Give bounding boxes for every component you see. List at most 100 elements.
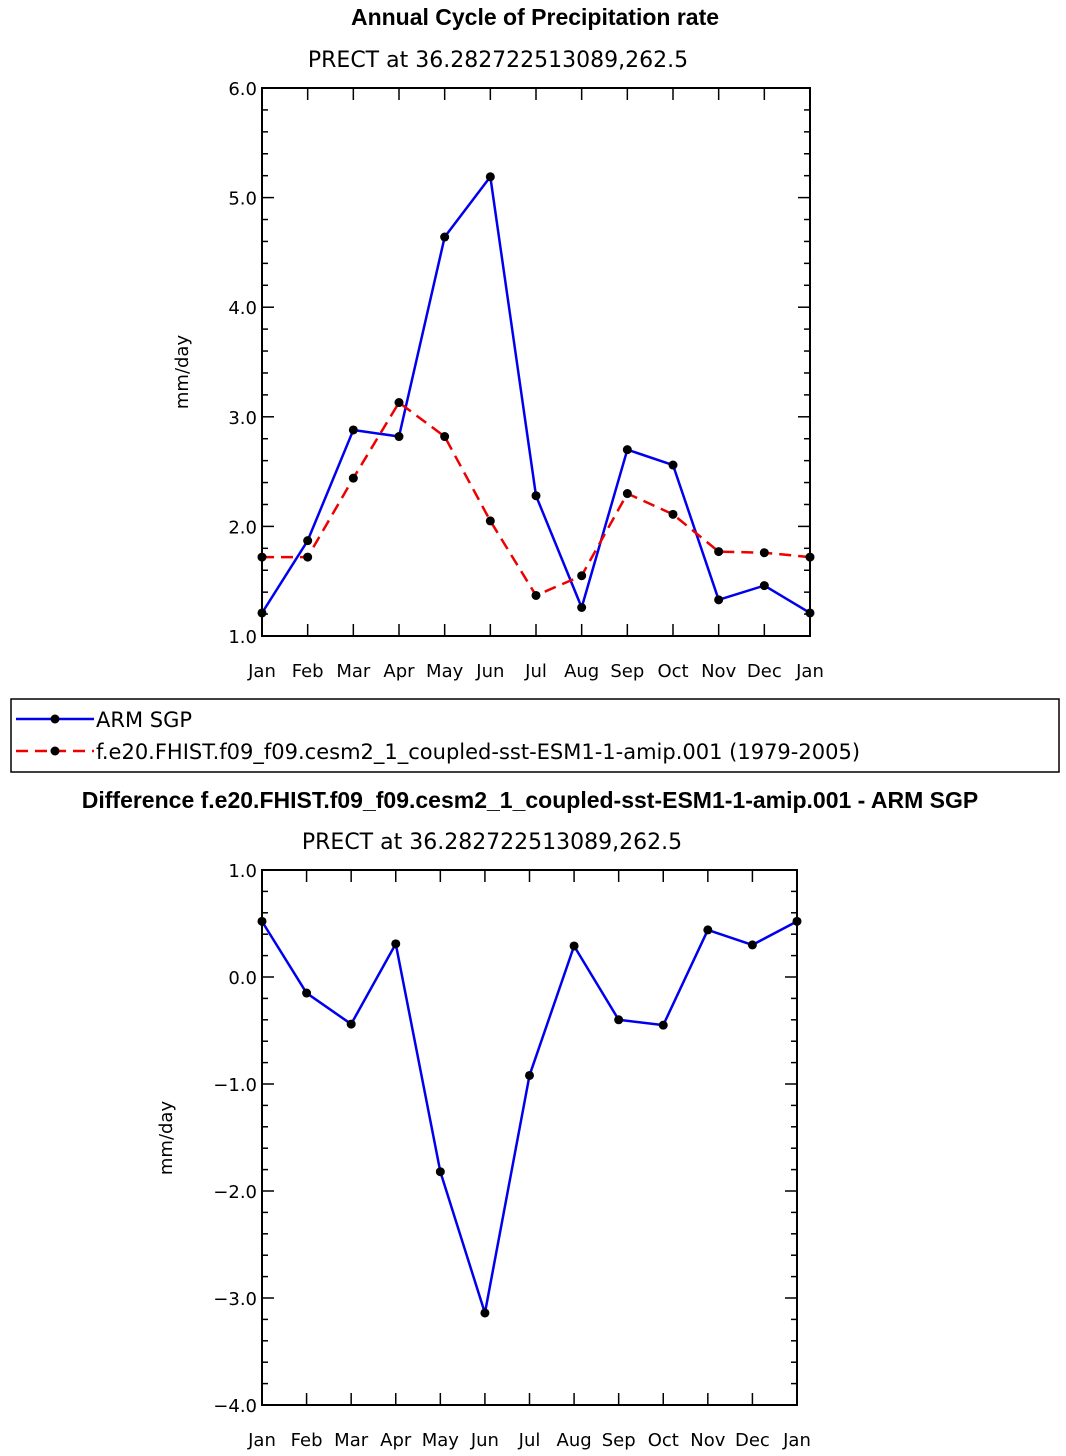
data-point (805, 608, 815, 618)
data-point (485, 172, 495, 182)
x-tick-label: May (426, 661, 464, 682)
x-tick-label: Jun (475, 661, 504, 682)
x-tick-label: Jan (247, 1430, 276, 1451)
data-point (622, 489, 632, 499)
x-tick-label: Feb (291, 1430, 323, 1451)
data-point (257, 552, 267, 562)
data-point (703, 925, 713, 935)
chart1-axes: 1.0 2.0 3.0 4.0 5.0 6.0 Jan Feb Mar Apr May Jun Jul A… (228, 79, 824, 682)
y-tick-label: 1.0 (228, 861, 257, 882)
data-point (394, 432, 404, 442)
plot-frame (261, 87, 811, 637)
data-point (391, 939, 401, 949)
x-tick-label: Apr (383, 661, 415, 682)
data-point (658, 1020, 668, 1030)
legend-marker-model (50, 746, 60, 756)
chart1-series-layer (257, 172, 815, 618)
data-point (759, 548, 769, 558)
data-point (577, 571, 587, 581)
x-tick-label: Dec (747, 661, 782, 682)
x-tick-label: Nov (690, 1430, 725, 1451)
data-point (614, 1015, 624, 1025)
data-point (668, 509, 678, 519)
chart1-title: Annual Cycle of Precipitation rate (351, 4, 719, 30)
x-tick-label: Jan (247, 661, 276, 682)
data-point (569, 941, 579, 951)
x-tick-label: Jan (795, 661, 824, 682)
y-tick-label: 4.0 (228, 298, 257, 319)
x-tick-label: Dec (735, 1430, 770, 1451)
y-tick-label: 1.0 (228, 627, 257, 648)
x-tick-label: Aug (564, 661, 599, 682)
data-point (805, 552, 815, 562)
data-point (435, 1167, 445, 1177)
difference-chart: Difference f.e20.FHIST.f09_f09.cesm2_1_c… (82, 787, 978, 1451)
chart2-axes: −4.0 −3.0 −2.0 −1.0 0.0 1.0 Jan Feb Mar Apr May Jun… (213, 861, 811, 1451)
data-point (303, 536, 313, 546)
data-point (747, 940, 757, 950)
data-point (303, 552, 313, 562)
y-tick-label: 3.0 (228, 408, 257, 429)
data-point (346, 1019, 356, 1029)
x-tick-label: Apr (380, 1430, 412, 1451)
data-point (257, 608, 267, 618)
data-point (792, 916, 802, 926)
data-point (668, 460, 678, 470)
y-tick-label: −3.0 (213, 1289, 257, 1310)
legend-label-arm-sgp: ARM SGP (96, 708, 192, 732)
data-point (714, 547, 724, 557)
legend-marker-arm-sgp (50, 714, 60, 724)
series-line-0 (260, 175, 811, 615)
y-tick-label: 5.0 (228, 189, 257, 210)
data-point (480, 1308, 490, 1318)
data-point (577, 603, 587, 613)
x-tick-label: May (422, 1430, 460, 1451)
annual-cycle-chart: Annual Cycle of Precipitation rate PRECT… (172, 4, 824, 682)
chart1-ylabel: mm/day (172, 335, 193, 410)
x-tick-label: Mar (334, 1430, 369, 1451)
x-tick-label: Nov (701, 661, 736, 682)
legend-box (10, 698, 1060, 773)
chart2-title: Difference f.e20.FHIST.f09_f09.cesm2_1_c… (82, 787, 978, 813)
data-point (531, 590, 541, 600)
x-tick-label: Feb (292, 661, 324, 682)
data-point (531, 491, 541, 501)
legend: ARM SGP f.e20.FHIST.f09_f09.cesm2_1_coup… (10, 698, 1060, 773)
data-point (485, 516, 495, 526)
data-point (348, 425, 358, 435)
x-tick-label: Oct (657, 661, 688, 682)
data-point (525, 1070, 534, 1080)
data-point (394, 398, 404, 408)
data-point (257, 916, 267, 926)
data-point (440, 232, 450, 242)
y-tick-label: 0.0 (228, 968, 257, 989)
series-line-0 (260, 920, 798, 1315)
chart2-ylabel: mm/day (156, 1101, 177, 1176)
chart2-series-layer (257, 916, 802, 1318)
data-point (622, 445, 632, 455)
y-tick-label: 6.0 (228, 79, 257, 100)
chart2-subtitle: PRECT at 36.282722513089,262.5 (302, 830, 682, 855)
y-tick-label: −2.0 (213, 1182, 257, 1203)
x-tick-label: Sep (602, 1430, 636, 1451)
data-point (759, 581, 769, 591)
x-tick-label: Oct (648, 1430, 679, 1451)
x-tick-label: Jul (518, 1430, 541, 1451)
data-point (714, 595, 724, 605)
y-tick-label: 2.0 (228, 517, 257, 538)
chart1-subtitle: PRECT at 36.282722513089,262.5 (308, 48, 688, 73)
y-tick-label: −4.0 (213, 1396, 257, 1417)
data-point (302, 988, 312, 998)
legend-label-model: f.e20.FHIST.f09_f09.cesm2_1_coupled-sst-… (96, 740, 860, 765)
x-tick-label: Mar (336, 661, 371, 682)
x-tick-label: Jun (470, 1430, 499, 1451)
x-tick-label: Jan (782, 1430, 811, 1451)
x-tick-label: Jul (524, 661, 547, 682)
y-tick-label: −1.0 (213, 1075, 257, 1096)
x-tick-label: Aug (557, 1430, 592, 1451)
x-tick-label: Sep (610, 661, 644, 682)
data-point (440, 432, 450, 442)
data-point (348, 473, 358, 483)
plot-frame (261, 869, 798, 1406)
